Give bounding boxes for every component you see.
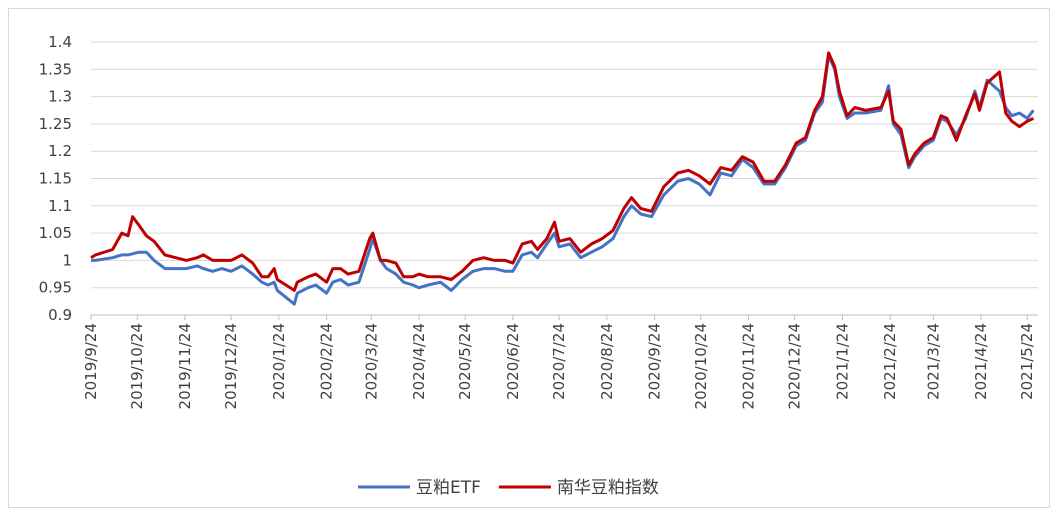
x-tick-label: 2021/2/24 <box>881 323 899 400</box>
y-tick-label: 1.1 <box>48 197 72 215</box>
y-tick-label: 1.4 <box>48 33 72 51</box>
y-tick-label: 1.3 <box>48 88 72 106</box>
x-tick-label: 2020/3/24 <box>362 323 380 400</box>
x-tick-label: 2020/2/24 <box>318 323 336 400</box>
x-tick-label: 2020/11/24 <box>740 323 758 409</box>
x-tick-label: 2020/1/24 <box>270 323 288 400</box>
line-series <box>90 51 1035 292</box>
x-tick-label: 2020/6/24 <box>504 323 522 400</box>
x-tick-label: 2021/1/24 <box>833 323 851 400</box>
x-tick-label: 2021/5/24 <box>1018 323 1036 400</box>
y-tick-label: 0.9 <box>48 306 72 324</box>
x-tick-label: 2020/10/24 <box>692 323 710 409</box>
y-tick-label: 1.2 <box>48 142 72 160</box>
legend-label: 豆粕ETF <box>416 478 481 498</box>
x-tick-label: 2019/9/24 <box>82 323 100 400</box>
x-tick-label: 2019/11/24 <box>176 323 194 409</box>
y-tick-label: 1.35 <box>39 60 72 78</box>
x-tick-label: 2021/4/24 <box>972 323 990 400</box>
x-tick-label: 2019/12/24 <box>222 323 240 409</box>
chart-frame <box>8 8 1050 508</box>
x-tick-label: 2020/12/24 <box>786 323 804 409</box>
y-tick-label: 1.05 <box>39 224 72 242</box>
y-tick-label: 1 <box>62 251 72 269</box>
x-tick-label: 2020/4/24 <box>410 323 428 400</box>
line-series <box>91 54 1035 306</box>
x-tick-label: 2020/5/24 <box>456 323 474 400</box>
x-tick-label: 2019/10/24 <box>128 323 146 409</box>
y-tick-label: 0.95 <box>39 279 72 297</box>
x-tick-label: 2020/9/24 <box>646 323 664 400</box>
y-tick-label: 1.15 <box>39 170 72 188</box>
x-tick-label: 2020/8/24 <box>598 323 616 400</box>
legend-label: 南华豆粕指数 <box>557 478 659 498</box>
x-tick-label: 2021/3/24 <box>924 323 942 400</box>
x-tick-label: 2020/7/24 <box>550 323 568 400</box>
y-tick-label: 1.25 <box>39 115 72 133</box>
